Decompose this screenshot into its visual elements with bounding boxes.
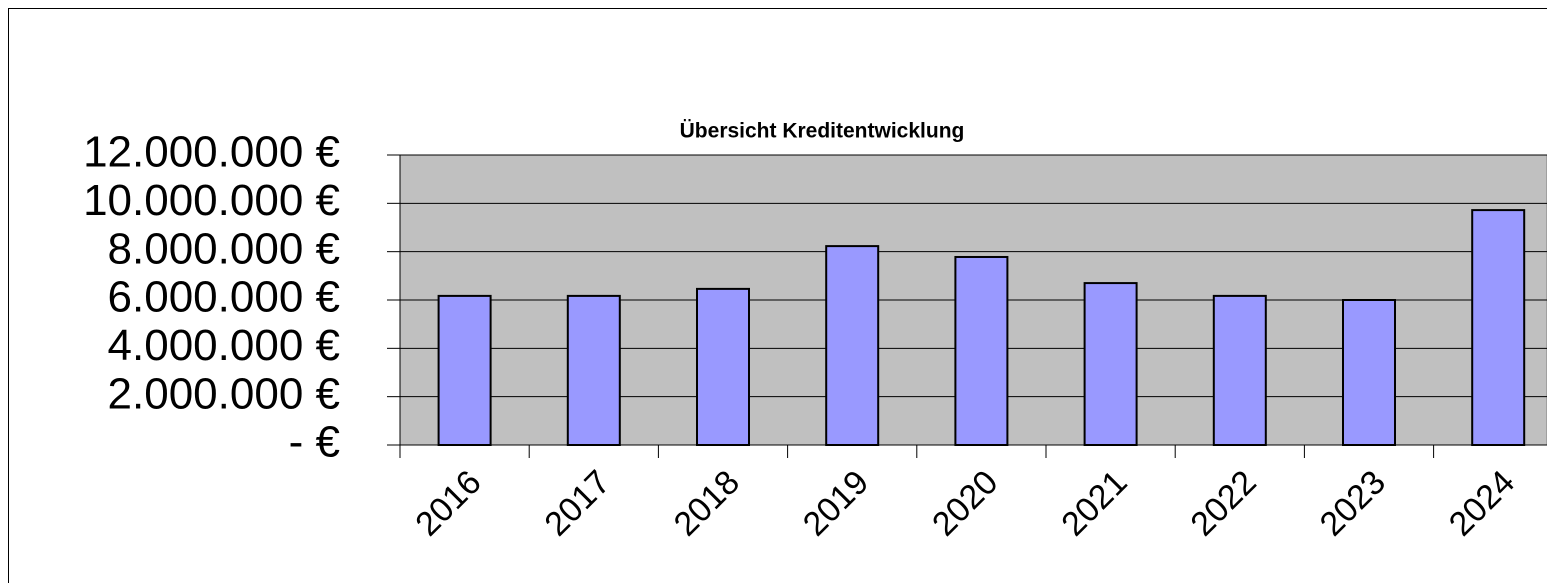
bar [954,255,1009,446]
x-tick-label: 2023 [1313,463,1393,543]
bar [696,287,750,446]
y-tick-label: 6.000.000 € [108,273,340,322]
x-tick-label: 2020 [925,463,1005,543]
bar [1212,294,1267,446]
x-tick-label: 2016 [408,463,488,543]
bar [566,294,621,446]
x-tick-label: 2019 [796,463,876,543]
bar [825,245,880,446]
y-tick-label: 4.000.000 € [108,321,340,370]
x-tick-label: 2018 [667,463,747,543]
chart-title: Übersicht Kreditentwicklung [680,120,965,143]
y-tick-label: 2.000.000 € [108,369,340,418]
x-tick-label: 2024 [1442,463,1522,543]
y-tick-label: 12.000.000 € [83,128,340,177]
x-tick-label: 2017 [537,463,617,543]
y-tick-label: 10.000.000 € [83,176,340,225]
y-tick-label: - € [289,418,340,467]
bar [1471,209,1526,446]
x-tick-label: 2021 [1054,463,1134,543]
bar [1083,282,1138,447]
y-tick-label: 8.000.000 € [108,224,340,273]
chart-border [8,8,1547,583]
bar [1342,299,1396,446]
bar [437,294,492,446]
x-tick-label: 2022 [1183,463,1263,543]
